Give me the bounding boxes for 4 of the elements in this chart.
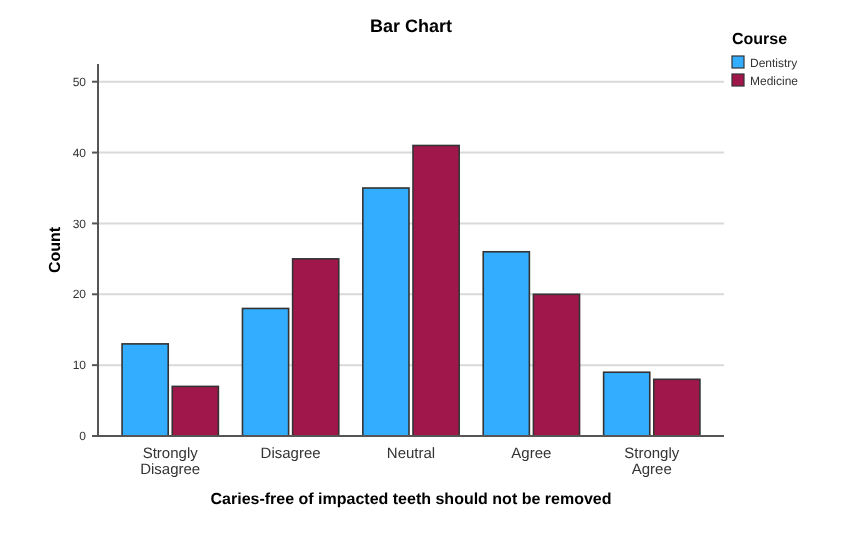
y-axis-title: Count	[46, 226, 64, 274]
chart-title: Bar Chart	[369, 16, 453, 36]
x-axis-title: Caries-free of impacted teeth should not be removed	[210, 490, 612, 508]
legend-title: Course	[732, 30, 789, 48]
